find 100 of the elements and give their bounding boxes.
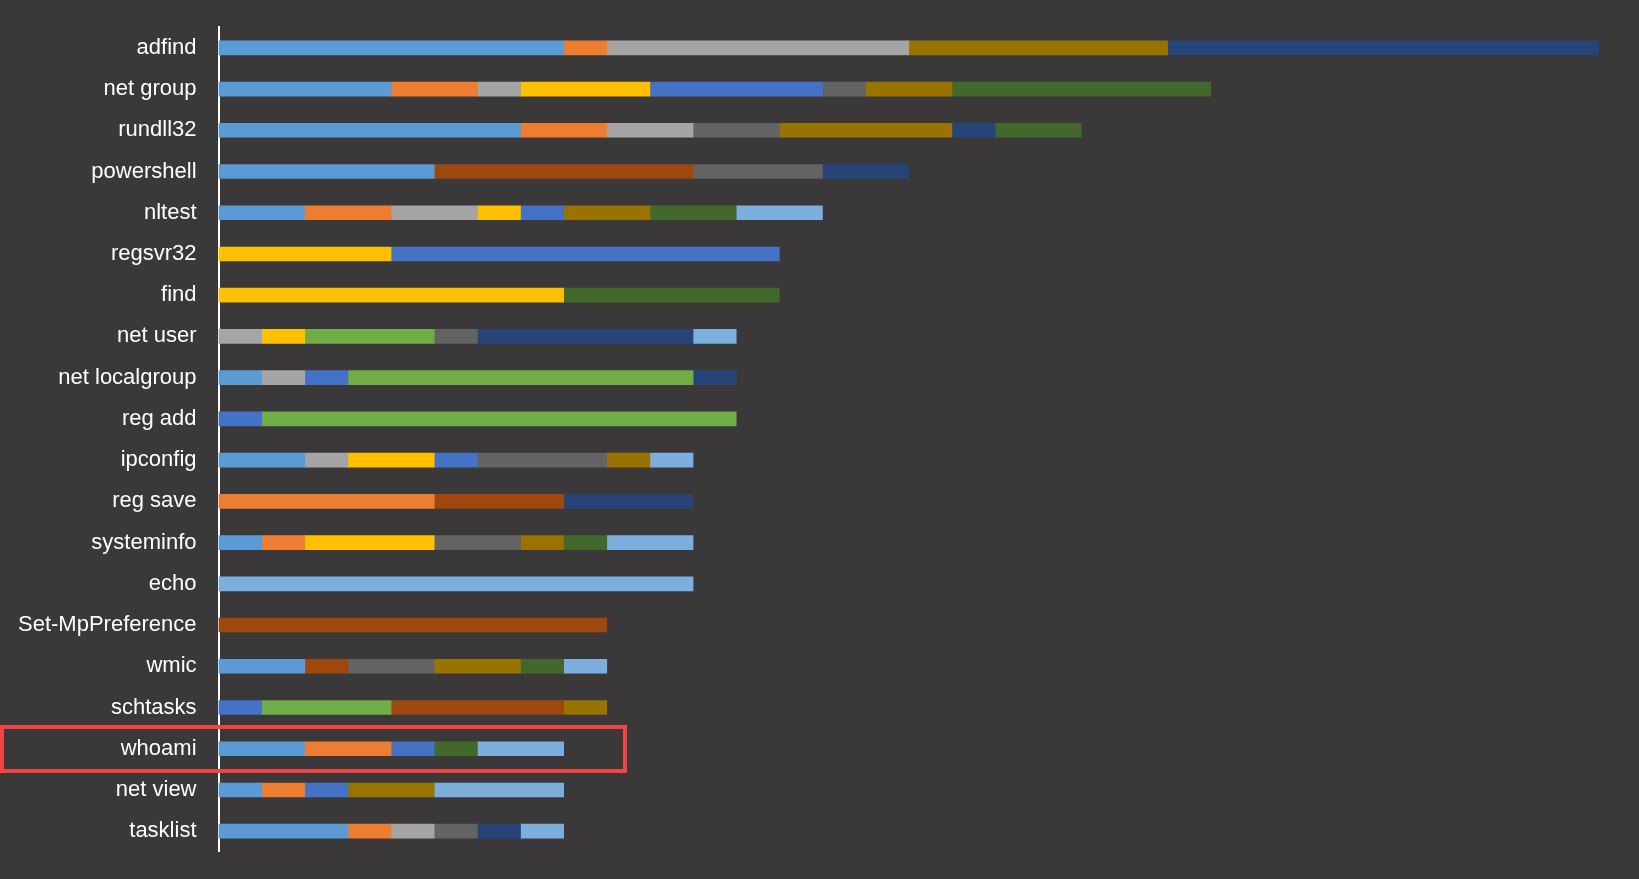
y-tick-label: nltest — [143, 198, 197, 224]
bar — [433, 823, 478, 839]
bar — [261, 329, 306, 344]
y-tick-label: wmic — [145, 652, 197, 678]
y-tick-label: Set-MpPreference — [17, 611, 197, 637]
y-tick-label: find — [161, 281, 197, 307]
bar — [261, 700, 392, 715]
bar — [218, 40, 564, 56]
y-tick-label: regsvr32 — [110, 240, 197, 266]
bar — [563, 494, 694, 509]
y-tick-label: tasklist — [129, 817, 197, 843]
bar — [218, 782, 262, 798]
bar — [520, 205, 564, 221]
bar — [692, 122, 780, 138]
bar — [994, 122, 1082, 138]
y-tick-label: net localgroup — [58, 363, 197, 389]
bar — [563, 658, 608, 674]
bar — [606, 40, 910, 56]
bar — [433, 782, 564, 798]
bar — [218, 370, 262, 385]
bar — [477, 452, 608, 468]
y-tick-label: schtasks — [110, 693, 197, 719]
bar — [606, 122, 694, 138]
bar — [347, 782, 435, 798]
y-tick-label: echo — [148, 569, 197, 595]
bar — [304, 452, 349, 468]
bar — [304, 205, 392, 221]
bar — [218, 617, 608, 633]
bar — [822, 164, 910, 179]
bar — [218, 164, 435, 179]
bar — [261, 411, 737, 427]
bar — [218, 494, 435, 509]
bar — [390, 700, 564, 715]
bar — [347, 452, 435, 468]
bar — [433, 741, 478, 757]
bar — [649, 205, 737, 221]
bar — [218, 658, 306, 674]
bar — [304, 329, 435, 344]
bar — [347, 823, 392, 839]
bar — [261, 535, 306, 550]
bar — [304, 535, 435, 550]
bar — [865, 81, 953, 97]
bar — [433, 494, 564, 509]
bar — [261, 782, 306, 798]
y-tick-label: systeminfo — [91, 528, 197, 554]
bar — [692, 164, 823, 179]
bar — [304, 370, 349, 385]
bar — [520, 823, 564, 839]
bar — [218, 81, 392, 97]
bar — [304, 658, 349, 674]
bar — [908, 40, 1168, 56]
bar — [477, 329, 694, 344]
bar — [347, 658, 435, 674]
bar — [563, 40, 608, 56]
y-tick-label: net view — [115, 776, 197, 802]
bar — [822, 81, 866, 97]
bar — [563, 700, 608, 715]
bar — [477, 823, 521, 839]
bar — [692, 370, 737, 385]
bar — [477, 81, 521, 97]
bar — [218, 122, 521, 138]
bar — [951, 81, 1212, 97]
bar — [218, 700, 262, 715]
bar — [218, 329, 262, 344]
bar — [390, 81, 478, 97]
bar — [218, 287, 564, 303]
y-tick-label: adfind — [136, 33, 197, 59]
bar — [606, 452, 651, 468]
y-tick-label: whoami — [119, 734, 197, 760]
bar — [563, 205, 651, 221]
bar — [951, 122, 996, 138]
y-tick-label: reg add — [121, 404, 197, 430]
bar — [347, 370, 694, 385]
bar — [692, 329, 737, 344]
bar — [261, 370, 306, 385]
bar — [520, 122, 608, 138]
bar — [735, 205, 823, 221]
bar — [520, 81, 651, 97]
y-tick-label: reg save — [112, 487, 197, 513]
bar — [649, 452, 694, 468]
bar — [218, 452, 306, 468]
bar — [477, 205, 521, 221]
bar — [390, 823, 435, 839]
y-tick-label: powershell — [91, 157, 197, 183]
bar — [433, 452, 478, 468]
bar — [433, 535, 521, 550]
bar — [218, 246, 392, 262]
bar — [218, 741, 306, 757]
bar — [218, 823, 349, 839]
bar — [563, 287, 780, 303]
bar — [218, 205, 306, 221]
bar — [433, 329, 478, 344]
bar — [779, 122, 953, 138]
bar — [218, 576, 694, 592]
bar — [218, 411, 262, 427]
bar — [218, 535, 262, 550]
bar — [390, 205, 478, 221]
bar — [477, 741, 564, 757]
bar — [520, 658, 564, 674]
bar — [649, 81, 823, 97]
